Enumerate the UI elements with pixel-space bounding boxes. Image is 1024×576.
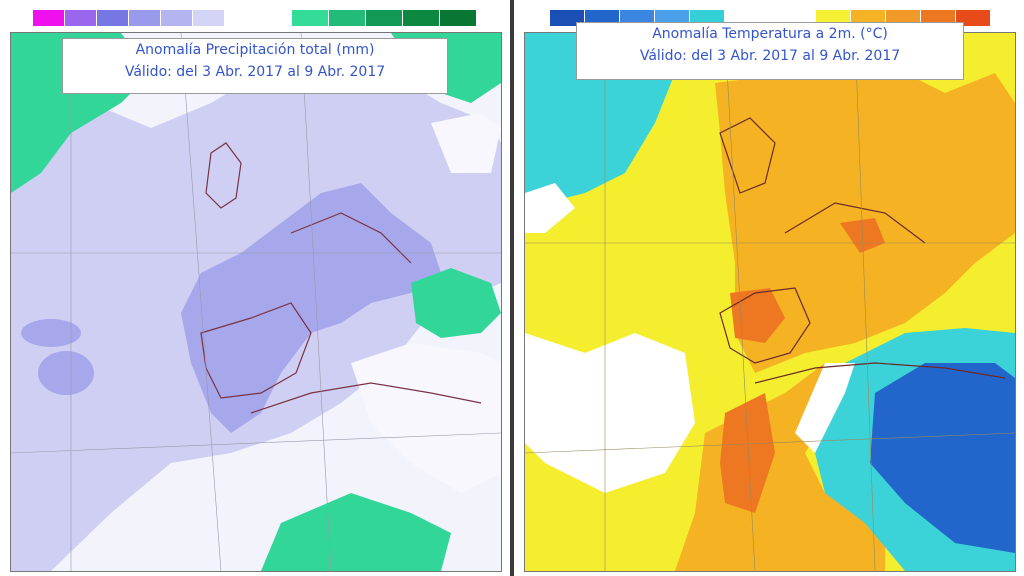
strong-cold-anomaly-southeast: [870, 363, 1015, 553]
graticule-lines: [525, 33, 1015, 571]
precipitation-positive-legend-swatch-3: [366, 10, 403, 26]
precipitation-negative-legend-swatch-4: [129, 10, 161, 26]
temperature-map: [524, 32, 1016, 572]
atlantic-anomaly-blob-north: [21, 319, 81, 347]
graticule-lines: [11, 33, 501, 571]
near-zero-area-mediterranean: [795, 363, 855, 453]
precipitation-map-title: Anomalía Precipitación total (mm): [135, 42, 375, 58]
panel-divider: [510, 0, 514, 576]
precipitation-positive-legend-swatch-2: [329, 10, 366, 26]
warm-anomaly-north-africa: [675, 363, 885, 571]
temperature-valid-period: Válido: del 3 Abr. 2017 al 9 Abr. 2017: [639, 48, 901, 64]
precipitation-positive-legend-swatch-4: [403, 10, 440, 26]
precipitation-negative-legend-swatch-5: [161, 10, 193, 26]
precipitation-positive-legend-swatch-1: [292, 10, 329, 26]
moderate-negative-anomaly-area: [181, 183, 441, 433]
coastline-europe: [784, 202, 926, 244]
near-zero-area-mediterranean: [351, 343, 501, 493]
near-zero-area-atlantic-west: [525, 333, 695, 493]
coastline-north-africa: [754, 362, 1006, 384]
coastline-iberia: [200, 302, 312, 399]
precipitation-negative-legend-swatch-1: [33, 10, 65, 26]
near-zero-area-atlantic-north: [525, 183, 575, 233]
precipitation-positive-legend: [292, 10, 477, 26]
precipitation-title-box: Anomalía Precipitación total (mm) Válido…: [62, 38, 448, 94]
precipitation-negative-legend-swatch-6: [193, 10, 225, 26]
precipitation-panel: Anomalía Precipitación total (mm) Válido…: [0, 0, 510, 576]
strong-warm-anomaly-iberia: [730, 288, 785, 343]
positive-anomaly-italy: [411, 268, 501, 338]
precipitation-negative-legend: [33, 10, 225, 26]
temperature-map-title: Anomalía Temperatura a 2m. (°C): [652, 26, 888, 42]
coastline-north-africa: [250, 382, 482, 414]
positive-anomaly-south: [261, 493, 451, 571]
temperature-panel: Anomalía Temperatura a 2m. (°C) Válido: …: [514, 0, 1024, 576]
near-zero-area-scandinavia: [431, 113, 501, 173]
coastline-britain: [205, 142, 242, 209]
coastline-iberia: [719, 287, 811, 364]
precipitation-positive-legend-swatch-5: [440, 10, 477, 26]
strong-warm-anomaly-africa: [720, 393, 775, 513]
atlantic-anomaly-blob: [38, 351, 94, 395]
temperature-title-box: Anomalía Temperatura a 2m. (°C) Válido: …: [576, 22, 964, 80]
precipitation-map-svg: [11, 33, 501, 571]
precipitation-map: [10, 32, 502, 572]
coastline-europe: [290, 212, 412, 264]
precipitation-negative-legend-swatch-3: [97, 10, 129, 26]
coastline-britain: [719, 117, 776, 194]
precipitation-valid-period: Válido: del 3 Abr. 2017 al 9 Abr. 2017: [124, 64, 386, 80]
temperature-map-svg: [525, 33, 1015, 571]
temperature-warm-legend-swatch-5: [956, 10, 991, 26]
precipitation-negative-legend-swatch-2: [65, 10, 97, 26]
warm-anomaly-europe: [715, 63, 1015, 373]
